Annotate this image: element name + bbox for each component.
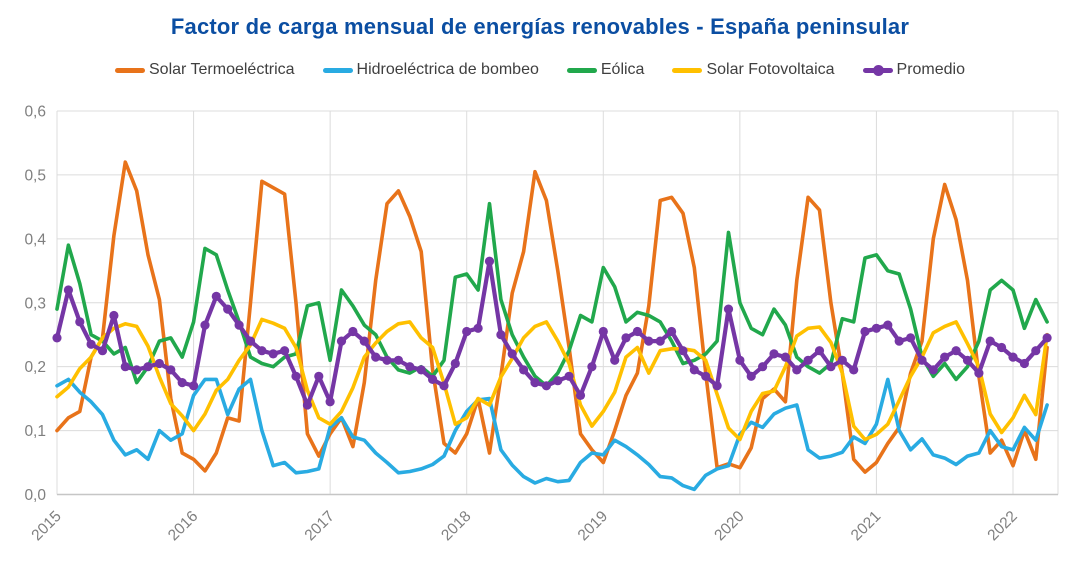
series-hidroelectrica-de-bombeo bbox=[55, 377, 1049, 492]
series-promedio bbox=[52, 256, 1052, 410]
x-tick-label: 2022 bbox=[984, 508, 1020, 544]
legend-marker-dot bbox=[872, 65, 884, 76]
y-tick-label: 0,6 bbox=[24, 104, 46, 121]
legend-item-label: Eólica bbox=[600, 61, 645, 78]
legend-swatch-solar-fotovoltaica bbox=[672, 64, 703, 76]
x-tick-label: 2017 bbox=[302, 508, 338, 544]
legend-item-solar-fotovoltaica: Solar Fotovoltaica bbox=[672, 61, 835, 79]
legend-swatch-solar-termoelectrica bbox=[115, 64, 145, 76]
legend-item-eolica: Eólica bbox=[566, 61, 645, 79]
legend-swatch-hidroelectrica-de-bombeo bbox=[322, 64, 353, 76]
series-solar-termoelectrica bbox=[55, 160, 1049, 474]
legend-item-promedio: Promedio bbox=[862, 61, 965, 79]
chart-legend: Solar Termoeléctrica Hidroeléctrica de bo… bbox=[0, 61, 1080, 79]
x-tick-label: 2015 bbox=[28, 508, 64, 544]
x-tick-label: 2018 bbox=[438, 508, 474, 544]
y-tick-label: 0,0 bbox=[24, 487, 46, 504]
x-tick-label: 2019 bbox=[575, 508, 611, 544]
series-solar-fotovoltaica bbox=[55, 317, 1049, 442]
x-tick-label: 2020 bbox=[711, 508, 748, 545]
legend-item-label: Promedio bbox=[896, 61, 965, 78]
y-tick-label: 0,1 bbox=[24, 423, 46, 440]
x-tick-label: 2016 bbox=[165, 508, 201, 544]
legend-swatch-eolica bbox=[566, 64, 597, 76]
x-tick-label: 2021 bbox=[848, 508, 884, 544]
legend-item-label: Hidroeléctrica de bombeo bbox=[356, 61, 539, 78]
series-eolica bbox=[55, 201, 1049, 388]
legend-swatch-promedio bbox=[862, 64, 893, 76]
y-tick-label: 0,4 bbox=[24, 231, 46, 248]
legend-item-solar-termoelectrica: Solar Termoeléctrica bbox=[115, 61, 295, 79]
legend-item-label: Solar Fotovoltaica bbox=[706, 61, 835, 78]
y-tick-label: 0,2 bbox=[24, 359, 46, 376]
page-title: Factor de carga mensual de energías reno… bbox=[170, 14, 910, 39]
y-axis-labels: 0,0 0,1 0,2 0,3 0,4 0,5 0,6 bbox=[24, 104, 46, 505]
x-axis-labels: 2015 2016 2017 2018 2019 2020 2021 2022 bbox=[28, 508, 1020, 545]
y-tick-label: 0,3 bbox=[24, 295, 46, 312]
legend-item-hidroelectrica-de-bombeo: Hidroeléctrica de bombeo bbox=[322, 61, 539, 79]
promedio-markers bbox=[52, 256, 1052, 410]
legend-item-label: Solar Termoeléctrica bbox=[149, 61, 295, 78]
y-tick-label: 0,5 bbox=[24, 167, 46, 184]
